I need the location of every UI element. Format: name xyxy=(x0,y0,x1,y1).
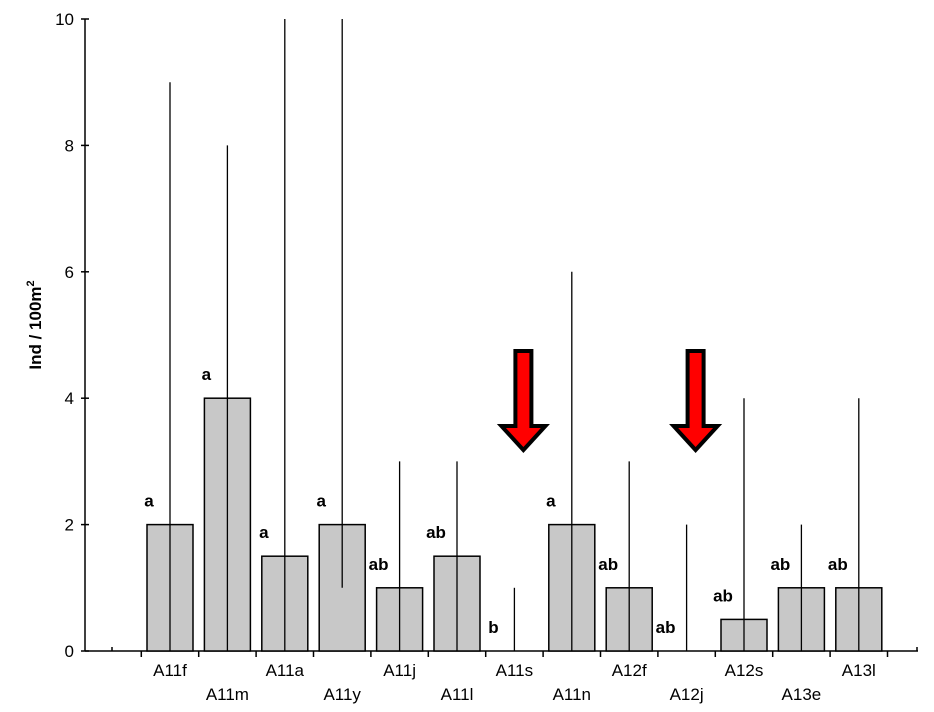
category-label: A12s xyxy=(725,661,764,680)
down-arrow-icon xyxy=(496,349,550,453)
category-label: A13l xyxy=(842,661,876,680)
category-label: A12j xyxy=(670,685,704,704)
y-tick-label: 2 xyxy=(65,516,74,535)
significance-label: ab xyxy=(598,555,618,574)
y-tick-label: 4 xyxy=(65,389,74,408)
whiskers xyxy=(169,19,860,651)
down-arrow-icon xyxy=(669,349,723,453)
significance-label: ab xyxy=(426,523,446,542)
y-axis-title-superscript: 2 xyxy=(25,280,37,286)
significance-label: a xyxy=(144,492,154,511)
labels: a A11f a A11m a A11a a A11y ab A11j ab A11l b A11s a A1… xyxy=(144,365,876,704)
significance-label: ab xyxy=(828,555,848,574)
category-label: A11m xyxy=(206,685,249,704)
category-label: A11j xyxy=(383,661,416,680)
category-label: A13e xyxy=(782,685,822,704)
category-label: A11n xyxy=(553,685,591,704)
category-label: A11f xyxy=(153,661,187,680)
category-label: A12f xyxy=(612,661,647,680)
significance-label: ab xyxy=(713,586,733,605)
y-tick-label: 6 xyxy=(65,263,74,282)
y-axis-title-text: Ind / 100m xyxy=(26,286,45,369)
y-tick-label: 8 xyxy=(65,136,74,155)
y-tick-label: 0 xyxy=(65,642,74,661)
significance-label: ab xyxy=(656,618,676,637)
significance-label: a xyxy=(202,365,212,384)
significance-label: a xyxy=(316,492,326,511)
category-label: A11l xyxy=(441,685,474,704)
category-label: A11y xyxy=(323,685,361,704)
category-label: A11s xyxy=(496,661,534,680)
significance-label: a xyxy=(546,492,556,511)
category-label: A11a xyxy=(266,661,305,680)
significance-label: a xyxy=(259,523,269,542)
highlight-arrows xyxy=(496,349,723,453)
significance-label: b xyxy=(488,618,498,637)
significance-label: ab xyxy=(770,555,790,574)
significance-label: ab xyxy=(369,555,389,574)
y-axis-title: Ind / 100m2 xyxy=(25,280,45,369)
y-tick-label: 10 xyxy=(55,10,74,29)
